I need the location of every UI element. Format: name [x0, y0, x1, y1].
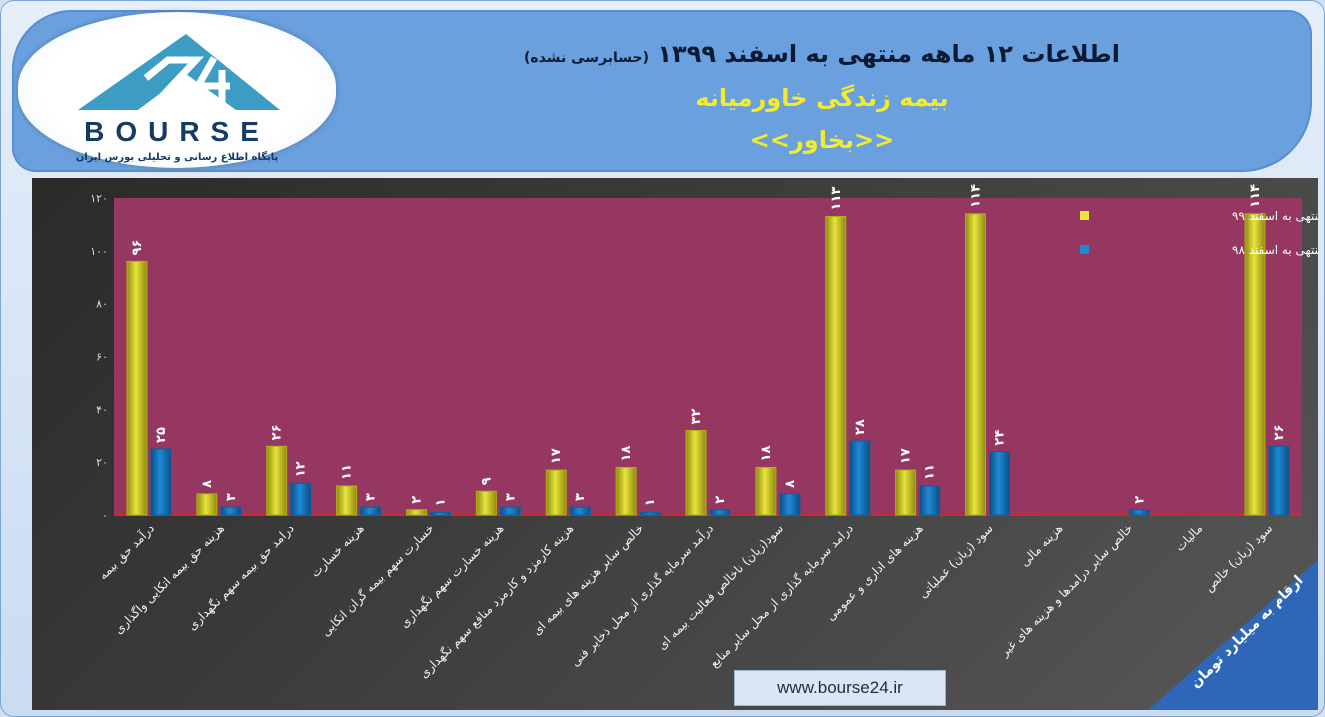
data-label: ۳۲: [689, 409, 704, 425]
page-title: اطلاعات ۱۲ ماهه منتهی به اسفند ۱۳۹۹ (حسا…: [352, 40, 1292, 68]
y-tick-label: ۰: [102, 509, 108, 522]
y-tick-label: ۲۰: [96, 456, 108, 469]
data-label: ۲۶: [1272, 424, 1287, 440]
data-label: ۲: [1132, 496, 1147, 504]
data-label: ۱۱۳: [829, 187, 844, 211]
data-label: ۲: [409, 496, 424, 504]
bar: [895, 469, 917, 516]
data-label: ۱۱: [923, 464, 938, 480]
x-category-label: درامد سرمایه گذاری از محل سایر منابع: [707, 521, 857, 671]
data-label: ۱۱۴: [1248, 184, 1263, 208]
data-label: ۱۸: [759, 446, 774, 462]
data-label: ۲۵: [154, 427, 169, 443]
bar: [196, 493, 218, 516]
x-category-label: خسارت سهم بیمه گران اتکایی: [319, 521, 438, 640]
data-label: ۱۱: [340, 464, 355, 480]
data-label: ۱۸: [619, 446, 634, 462]
legend-swatch: [1080, 211, 1089, 220]
bar: [965, 213, 987, 516]
data-label: ۲۸: [853, 419, 868, 435]
data-label: ۹: [479, 477, 494, 485]
data-label: ۳: [364, 493, 379, 501]
bar: [639, 511, 661, 516]
plot-background: [114, 198, 1302, 515]
y-tick-label: ۱۲۰: [90, 192, 108, 205]
title-main: اطلاعات ۱۲ ماهه منتهی به اسفند ۱۳۹۹: [657, 40, 1120, 68]
bar: [569, 506, 591, 516]
data-label: ۸: [200, 480, 215, 488]
data-label: ۳: [224, 493, 239, 501]
bar: [475, 490, 497, 516]
x-category-label: درآمد سرمایه گذاری از محل ذخایر فنی: [567, 521, 716, 670]
company-name: بیمه زندگی خاورمیانه: [695, 84, 949, 112]
title-note: (حسابرسی نشده): [524, 50, 650, 66]
bar: [825, 215, 847, 516]
bar: [1244, 213, 1266, 516]
data-label: ۱۲: [294, 461, 309, 477]
bar: [755, 466, 777, 516]
logo: BOURSE پایگاه اطلاع رسانی و تحلیلی بورس …: [18, 12, 336, 168]
x-category-label: هزینه کارمزد و کارمزد منافع سهم نگهداری: [417, 521, 577, 681]
y-axis: ۰ ۲۰ ۴۰ ۶۰ ۸۰ ۱۰۰ ۱۲۰: [90, 192, 1302, 522]
legend-swatch: [1080, 245, 1089, 254]
y-tick-label: ۱۰۰: [90, 245, 108, 258]
bar: [126, 260, 148, 516]
bar: [919, 485, 941, 516]
x-category-label: سود (زیان) خالص: [1202, 521, 1276, 595]
x-category-label: درآمد حق بیمه: [95, 521, 158, 584]
bar: [290, 482, 312, 516]
data-label: ۱۷: [899, 448, 914, 464]
bar: [1128, 509, 1150, 516]
data-label: ۹۶: [130, 240, 145, 256]
x-category-label: مالیات: [1173, 521, 1206, 554]
data-label: ۱۱۴: [969, 184, 984, 208]
bar: [709, 509, 731, 516]
y-tick-label: ۴۰: [96, 403, 108, 416]
y-tick-label: ۶۰: [96, 351, 108, 364]
data-label: ۱۷: [549, 448, 564, 464]
x-category-label: هزینه مالی: [1018, 521, 1067, 570]
data-label: ۱: [433, 498, 448, 506]
data-label: ۲۶: [270, 424, 285, 440]
x-category-label: سود(زیان) ناخالص فعالیت بیمه ای: [655, 521, 787, 653]
x-category-label: خالص سایر هزینه های بیمه ای: [530, 521, 647, 638]
x-category-label: خالص سایر درامدها و هزینه های غیر: [997, 521, 1136, 660]
data-label: ۲۴: [993, 430, 1008, 446]
bar: [429, 511, 451, 516]
data-label: ۸: [783, 480, 798, 488]
bar: [545, 469, 567, 516]
logo-word: BOURSE: [84, 116, 270, 147]
bar: [849, 440, 871, 516]
x-category-label: سود (زیان) عملیاتی: [916, 521, 997, 602]
company-symbol: <<بخاور>>: [749, 126, 895, 154]
website-url[interactable]: www.bourse24.ir: [734, 670, 946, 706]
bar: [360, 506, 382, 516]
bar: [1268, 445, 1290, 516]
bar: [499, 506, 521, 516]
data-label: ۱: [643, 498, 658, 506]
data-label: ۳: [573, 493, 588, 501]
bar: [220, 506, 242, 516]
bar: [150, 448, 172, 516]
chart-panel: ۰ ۲۰ ۴۰ ۶۰ ۸۰ ۱۰۰ ۱۲۰ ۹۶ ۸ ۲۶ ۱۱ ۲ ۹ ۱۷ ۱۸ ۳۲ ۱۸ ۱۱۳ ۱۷ ۱۱…: [32, 178, 1325, 710]
bar: [266, 445, 288, 516]
data-label: ۳: [503, 493, 518, 501]
bar: [685, 429, 707, 516]
bar: [779, 493, 801, 516]
bar: [336, 485, 358, 516]
logo-mark-icon: [78, 34, 280, 110]
logo-tagline: پایگاه اطلاع رسانی و تحلیلی بورس ایران: [75, 152, 279, 163]
bar: [405, 509, 427, 516]
data-label: ۲: [713, 496, 728, 504]
y-tick-label: ۸۰: [96, 298, 108, 311]
x-category-label: هزینه خسارت: [308, 521, 367, 580]
bar: [615, 466, 637, 516]
bar: [989, 451, 1011, 516]
